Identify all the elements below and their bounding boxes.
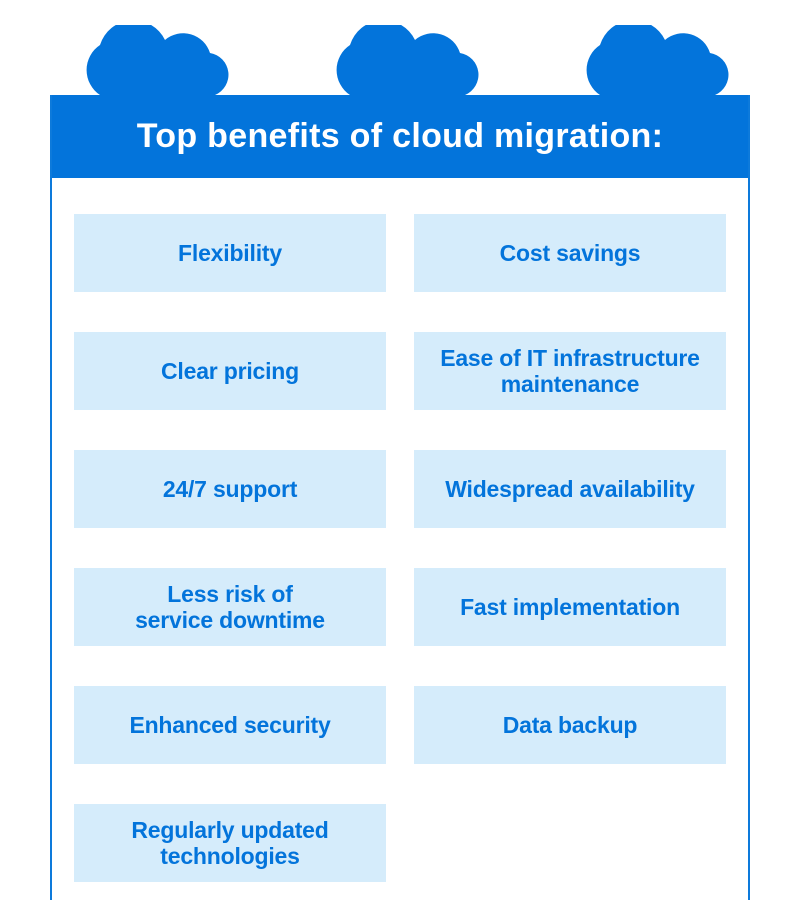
benefit-item: Flexibility xyxy=(74,214,386,292)
benefit-label: Cost savings xyxy=(500,240,641,266)
cloud-icon xyxy=(560,25,740,95)
left-column: Flexibility Clear pricing 24/7 support L… xyxy=(74,214,386,882)
benefit-label: Enhanced security xyxy=(129,712,330,738)
benefit-item: Data backup xyxy=(414,686,726,764)
benefit-label: Less risk ofservice downtime xyxy=(135,581,325,634)
cloud-icon xyxy=(60,25,240,95)
benefit-label: Flexibility xyxy=(178,240,282,266)
benefit-label: Fast implementation xyxy=(460,594,680,620)
main-container: Top benefits of cloud migration: Flexibi… xyxy=(50,95,750,900)
benefit-item: Regularly updatedtechnologies xyxy=(74,804,386,882)
benefit-item: Clear pricing xyxy=(74,332,386,410)
benefit-label: Ease of IT infrastructuremaintenance xyxy=(440,345,700,398)
benefit-item: Fast implementation xyxy=(414,568,726,646)
benefit-item: Ease of IT infrastructuremaintenance xyxy=(414,332,726,410)
columns-wrapper: Flexibility Clear pricing 24/7 support L… xyxy=(52,178,748,900)
cloud-icon xyxy=(310,25,490,95)
benefit-label: Regularly updatedtechnologies xyxy=(131,817,328,870)
benefit-item: 24/7 support xyxy=(74,450,386,528)
cloud-row xyxy=(0,0,800,95)
title-text: Top benefits of cloud migration: xyxy=(137,117,664,155)
benefit-item: Widespread availability xyxy=(414,450,726,528)
title-bar: Top benefits of cloud migration: xyxy=(52,95,748,178)
benefit-item: Less risk ofservice downtime xyxy=(74,568,386,646)
benefit-label: Widespread availability xyxy=(445,476,695,502)
benefit-item: Enhanced security xyxy=(74,686,386,764)
benefit-item: Cost savings xyxy=(414,214,726,292)
right-column: Cost savings Ease of IT infrastructurema… xyxy=(414,214,726,882)
benefit-label: 24/7 support xyxy=(163,476,297,502)
benefit-label: Clear pricing xyxy=(161,358,299,384)
benefit-label: Data backup xyxy=(503,712,638,738)
